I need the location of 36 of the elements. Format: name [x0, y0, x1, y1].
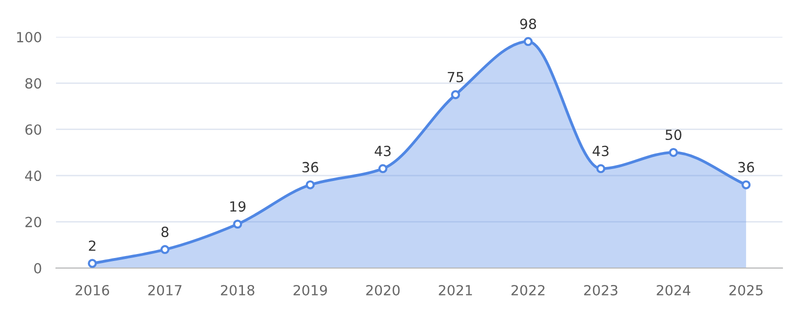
y-tick-label: 0	[34, 263, 42, 274]
y-tick-label: 60	[25, 124, 42, 135]
x-tick-label: 2018	[220, 284, 254, 296]
data-label: 8	[161, 226, 168, 238]
x-tick-label: 2025	[729, 284, 763, 296]
point	[160, 245, 170, 254]
y-tick-label: 100	[17, 32, 42, 42]
point	[233, 220, 242, 229]
x-tick-label: 2020	[366, 284, 400, 296]
y-tick-label: 80	[25, 78, 42, 89]
data-label: 43	[374, 146, 391, 156]
data-label: 36	[302, 162, 318, 172]
data-label: 50	[666, 130, 682, 140]
data-label: 98	[520, 18, 536, 30]
point	[596, 164, 606, 174]
x-tick-label: 2016	[76, 284, 110, 296]
data-label: 75	[448, 72, 464, 82]
point	[378, 164, 388, 174]
data-label: 2	[88, 240, 96, 251]
point	[668, 148, 678, 157]
x-tick-label: 2019	[294, 284, 327, 296]
point	[88, 258, 97, 268]
point	[524, 37, 533, 46]
x-tick-label: 2022	[512, 284, 544, 296]
data-label: 43	[592, 146, 609, 156]
point	[306, 180, 315, 190]
x-tick-label: 2017	[148, 284, 182, 296]
data-label: 19	[230, 201, 246, 212]
data-label: 36	[738, 162, 754, 172]
x-tick-label: 2021	[438, 284, 472, 296]
point	[742, 180, 751, 190]
y-tick-label: 20	[25, 216, 42, 228]
x-tick-label: 2024	[656, 284, 690, 296]
x-tick-label: 2023	[584, 284, 618, 296]
point	[451, 90, 460, 100]
y-tick-label: 40	[25, 170, 42, 182]
